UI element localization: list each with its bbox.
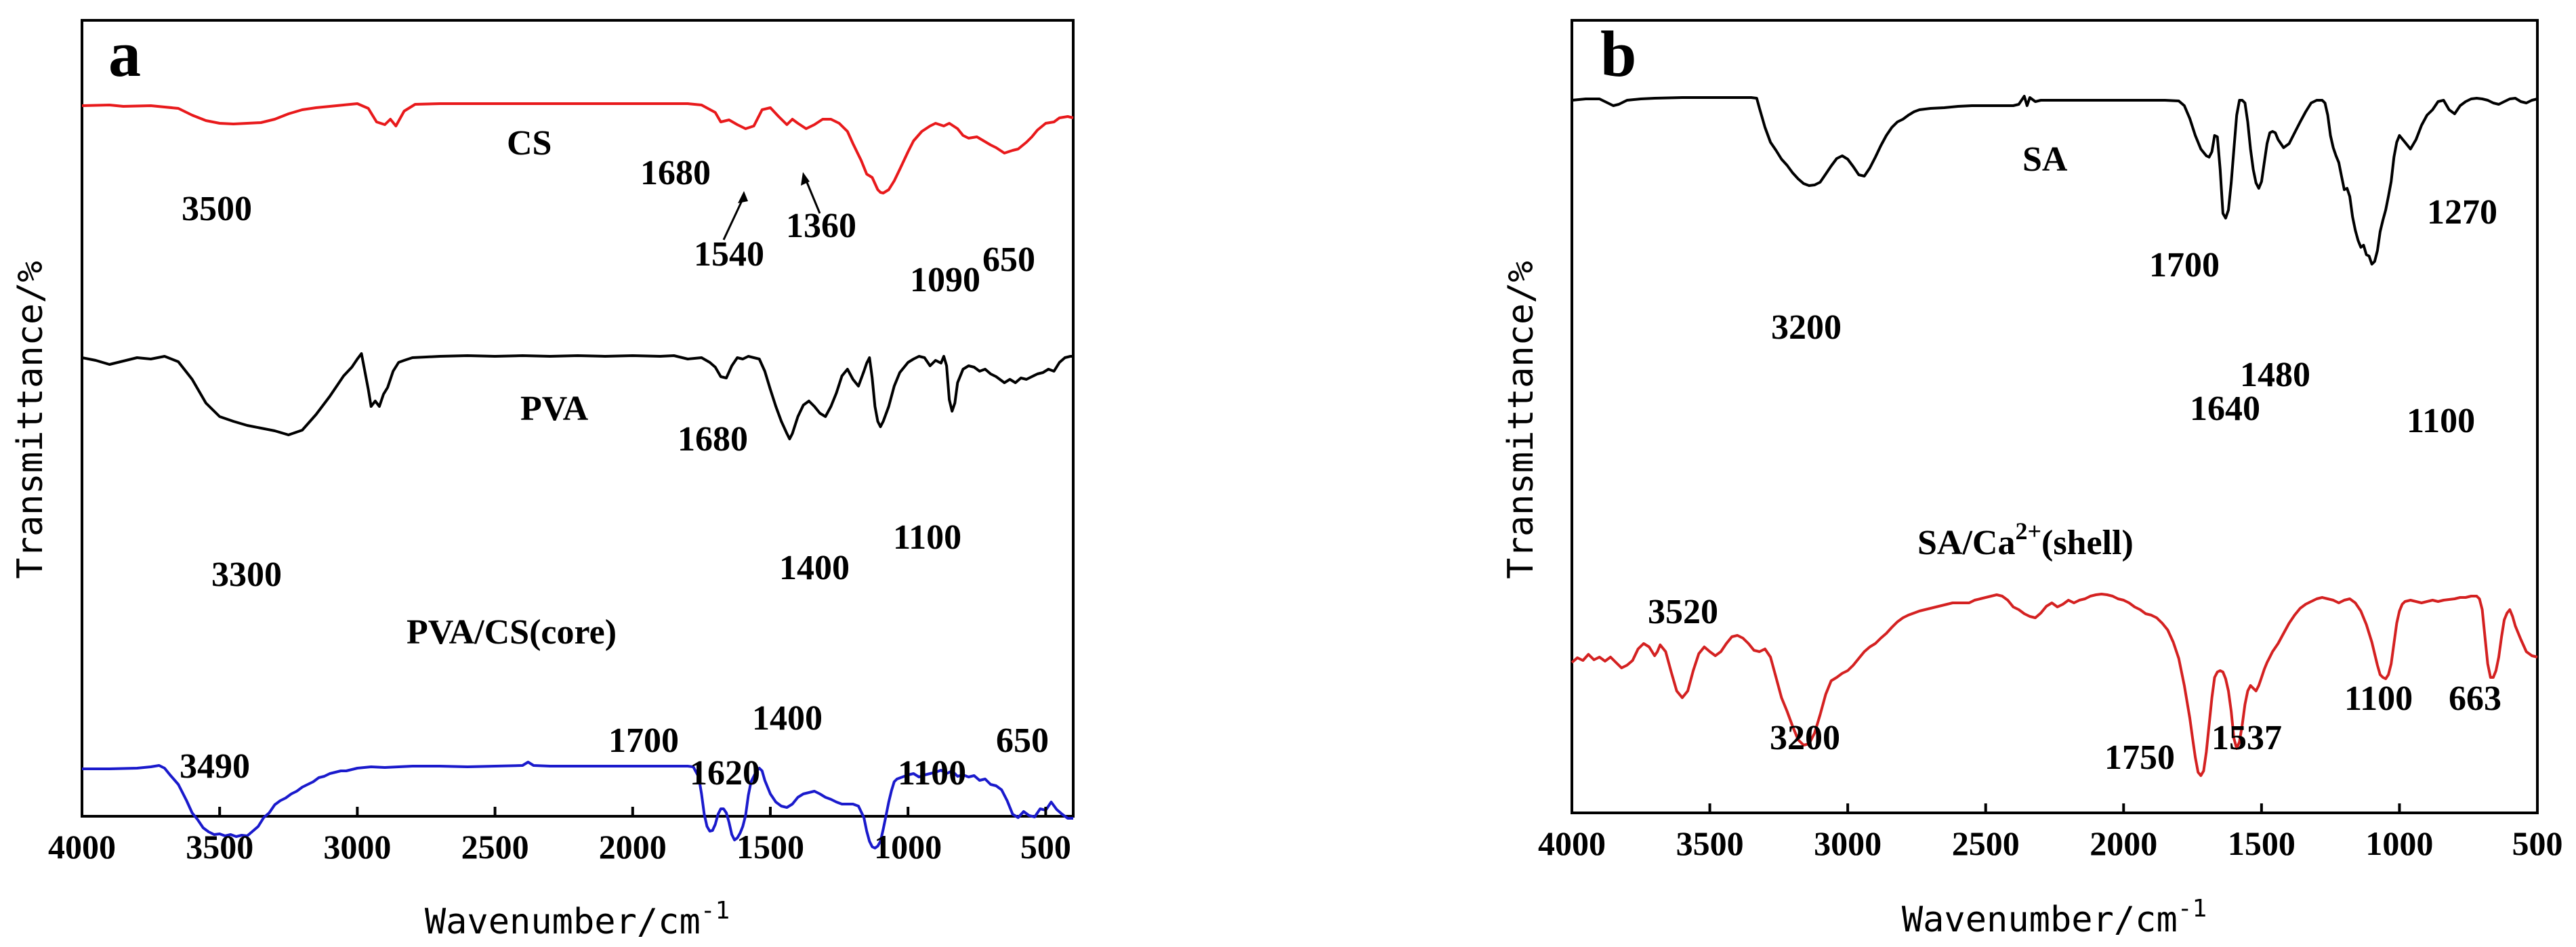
panel-b-xtick-label-500: 500 bbox=[2512, 824, 2563, 862]
sa-peak-1480: 1480 bbox=[2240, 356, 2310, 394]
panel-b-xtick-label-1500: 1500 bbox=[2228, 824, 2295, 862]
panel-b-xtick-label-3500: 3500 bbox=[1676, 824, 1744, 862]
panel-a-series-pva-cs-core- bbox=[82, 761, 1073, 849]
panel-a-xtick-label-3500: 3500 bbox=[186, 828, 253, 866]
panel-b-xlabel-sup: -1 bbox=[2178, 895, 2207, 923]
core-peak-650: 650 bbox=[996, 721, 1049, 760]
panel-b-xtick-label-3000: 3000 bbox=[1814, 824, 1882, 862]
panel-a-series-cs bbox=[81, 102, 1074, 194]
panel-a-xtick-label-2500: 2500 bbox=[461, 828, 529, 866]
panel-b-x-axis: 4000 3500 3000 2500 2000 1500 1000 500 bbox=[1538, 803, 2563, 862]
pva-peak-1100: 1100 bbox=[893, 518, 961, 557]
panel-a-letter: a bbox=[108, 18, 141, 90]
panel-b: 4000 3500 3000 2500 2000 1500 1000 500 b Transm… bbox=[1501, 18, 2563, 940]
panel-b-xtick-label-4000: 4000 bbox=[1538, 824, 1606, 862]
panel-a-x-axis: 4000 3500 3000 2500 2000 1500 1000 500 bbox=[48, 807, 1071, 866]
panel-a-plot-area bbox=[81, 102, 1074, 849]
shell-peak-1100: 1100 bbox=[2344, 679, 2413, 718]
pva-peak-1400: 1400 bbox=[779, 549, 850, 587]
core-peak-1700: 1700 bbox=[608, 721, 679, 760]
shell-peak-663: 663 bbox=[2449, 679, 2501, 718]
sa-peak-1270: 1270 bbox=[2427, 193, 2497, 232]
panel-b-series-sa bbox=[1571, 95, 2538, 266]
core-peak-1100: 1100 bbox=[898, 754, 966, 793]
panel-b-plot-area bbox=[1571, 95, 2538, 777]
panel-a-xtick-label-1500: 1500 bbox=[736, 828, 804, 866]
shell-peak-1537: 1537 bbox=[2211, 719, 2282, 757]
sa-peak-1100: 1100 bbox=[2407, 402, 2475, 440]
arrow-1540 bbox=[722, 196, 745, 240]
shell-label-main: SA/Ca bbox=[1917, 524, 2015, 562]
cs-peak-1090: 1090 bbox=[910, 261, 980, 299]
arrow-1360 bbox=[804, 177, 821, 214]
core-peak-1620: 1620 bbox=[690, 754, 760, 793]
core-peak-1400: 1400 bbox=[752, 699, 823, 738]
cs-peak-1360: 1360 bbox=[786, 207, 856, 245]
panel-b-ylabel: Transmittance/% bbox=[1501, 261, 1541, 579]
panel-b-series-sa-ca2-shell- bbox=[1571, 593, 2538, 777]
panel-a-xlabel: Wavenumber/cm-1 bbox=[425, 897, 730, 942]
panel-b-xtick-label-2000: 2000 bbox=[2090, 824, 2157, 862]
shell-series-label: SA/Ca2+(shell) bbox=[1917, 518, 2134, 562]
sa-peak-1640: 1640 bbox=[2190, 390, 2260, 428]
cs-peak-3500: 3500 bbox=[182, 190, 252, 228]
core-series-label: PVA/CS(core) bbox=[407, 613, 617, 652]
cs-series-label: CS bbox=[507, 124, 552, 163]
shell-label-suffix: (shell) bbox=[2041, 524, 2134, 562]
panel-a-xtick-label-2000: 2000 bbox=[599, 828, 667, 866]
arrow-1360-head bbox=[801, 172, 810, 186]
cs-peak-650: 650 bbox=[982, 240, 1035, 279]
panel-b-letter: b bbox=[1600, 18, 1636, 90]
shell-label-superscript: 2+ bbox=[2015, 518, 2041, 545]
pva-series-label: PVA bbox=[520, 390, 589, 428]
panel-a: 4000 3500 3000 2500 2000 1500 1000 500 a Transm… bbox=[10, 18, 1075, 942]
panel-a-frame bbox=[81, 19, 1075, 818]
panel-b-xlabel: Wavenumber/cm-1 bbox=[1902, 895, 2207, 940]
sa-series-label: SA bbox=[2022, 140, 2068, 179]
panel-a-series-pva bbox=[81, 352, 1073, 440]
panel-a-xlabel-sup: -1 bbox=[701, 897, 730, 925]
panel-b-xtick-label-2500: 2500 bbox=[1952, 824, 2020, 862]
panel-a-xtick-label-4000: 4000 bbox=[48, 828, 116, 866]
arrow-1540-head bbox=[738, 191, 748, 203]
sa-peak-3200: 3200 bbox=[1771, 308, 1842, 347]
panel-b-xlabel-text: Wavenumber/cm bbox=[1902, 900, 2178, 940]
panel-a-xtick-label-500: 500 bbox=[1020, 828, 1071, 866]
sa-peak-1700: 1700 bbox=[2149, 246, 2220, 285]
panel-b-frame bbox=[1571, 19, 2539, 814]
core-peak-3490: 3490 bbox=[180, 747, 250, 786]
cs-peak-1680: 1680 bbox=[640, 154, 711, 192]
panel-a-xlabel-text: Wavenumber/cm bbox=[425, 902, 701, 942]
panel-a-xtick-label-1000: 1000 bbox=[874, 828, 942, 866]
panel-a-ylabel: Transmittance/% bbox=[10, 261, 51, 579]
panel-a-xtick-label-3000: 3000 bbox=[323, 828, 391, 866]
cs-peak-1540: 1540 bbox=[694, 235, 764, 274]
panel-b-xtick-label-1000: 1000 bbox=[2365, 824, 2433, 862]
shell-peak-3200: 3200 bbox=[1770, 719, 1840, 757]
shell-peak-1750: 1750 bbox=[2104, 738, 2175, 777]
shell-peak-3520: 3520 bbox=[1648, 593, 1718, 631]
pva-peak-3300: 3300 bbox=[211, 555, 282, 594]
pva-peak-1680: 1680 bbox=[678, 420, 748, 459]
